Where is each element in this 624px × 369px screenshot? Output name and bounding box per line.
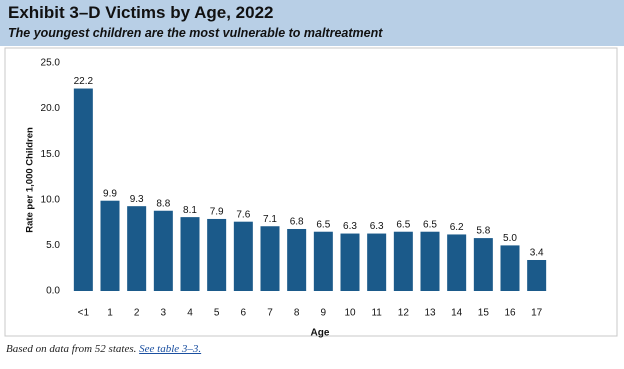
bar — [340, 233, 360, 291]
x-tick-label: 8 — [294, 308, 300, 319]
bar — [500, 245, 520, 291]
value-label: 6.8 — [290, 217, 304, 228]
bar — [367, 233, 387, 291]
value-label: 5.8 — [476, 226, 490, 237]
value-label: 9.9 — [103, 188, 117, 199]
x-tick-label: 7 — [267, 308, 273, 319]
x-tick-label: 15 — [478, 308, 490, 319]
bar — [180, 217, 200, 291]
value-label: 6.5 — [396, 219, 410, 230]
value-label: 8.1 — [183, 205, 197, 216]
bar — [127, 206, 147, 291]
value-label: 5.0 — [503, 233, 517, 244]
x-tick-label: 3 — [161, 308, 167, 319]
header: Exhibit 3–D Victims by Age, 2022 The you… — [0, 0, 624, 46]
value-label: 3.4 — [530, 248, 544, 259]
y-tick-label: 15.0 — [41, 149, 61, 160]
y-tick-label: 20.0 — [41, 103, 61, 114]
y-axis-label: Rate per 1,000 Children — [25, 127, 36, 233]
value-label: 6.5 — [316, 219, 330, 230]
plot-frame — [4, 47, 618, 337]
value-label: 6.3 — [343, 221, 357, 232]
bar — [153, 210, 173, 291]
y-tick-label: 0.0 — [46, 286, 60, 297]
bar — [447, 234, 467, 291]
x-tick-label: 14 — [451, 308, 463, 319]
value-label: 7.9 — [210, 207, 224, 218]
bar — [287, 228, 307, 291]
value-label: 7.6 — [236, 209, 250, 220]
x-tick-label: 6 — [241, 308, 247, 319]
x-tick-label: 9 — [321, 308, 327, 319]
value-label: 22.2 — [74, 76, 94, 87]
value-label: 6.2 — [450, 222, 464, 233]
bar — [260, 226, 280, 291]
x-tick-label: 2 — [134, 308, 140, 319]
bar — [473, 238, 493, 291]
chart-subtitle: The youngest children are the most vulne… — [8, 26, 383, 40]
chart-title: Exhibit 3–D Victims by Age, 2022 — [8, 3, 274, 22]
x-tick-label: <1 — [78, 308, 90, 319]
x-tick-label: 10 — [344, 308, 356, 319]
bar — [73, 88, 93, 291]
bar — [393, 231, 413, 291]
y-tick-label: 25.0 — [41, 58, 61, 69]
bar — [233, 221, 253, 291]
x-tick-label: 4 — [187, 308, 193, 319]
bar — [420, 231, 440, 291]
x-tick-label: 12 — [398, 308, 410, 319]
x-tick-label: 1 — [107, 308, 113, 319]
table-link[interactable]: See table 3–3. — [139, 343, 202, 355]
y-tick-label: 5.0 — [46, 240, 60, 251]
bar — [527, 259, 547, 291]
x-tick-label: 11 — [371, 308, 382, 319]
bar — [100, 200, 120, 291]
value-label: 6.3 — [370, 221, 384, 232]
x-tick-label: 5 — [214, 308, 220, 319]
y-tick-label: 10.0 — [41, 194, 61, 205]
x-tick-label: 16 — [504, 308, 516, 319]
value-label: 9.3 — [130, 194, 144, 205]
value-label: 6.5 — [423, 219, 437, 230]
x-tick-label: 17 — [531, 308, 543, 319]
x-tick-label: 13 — [424, 308, 436, 319]
bar — [207, 218, 227, 291]
bar — [313, 231, 333, 291]
note-text: Based on data from 52 states. — [6, 343, 137, 355]
x-axis-label: Age — [311, 328, 330, 339]
value-label: 8.8 — [156, 198, 170, 209]
value-label: 7.1 — [263, 214, 277, 225]
footnote: Based on data from 52 states. See table … — [6, 343, 201, 355]
